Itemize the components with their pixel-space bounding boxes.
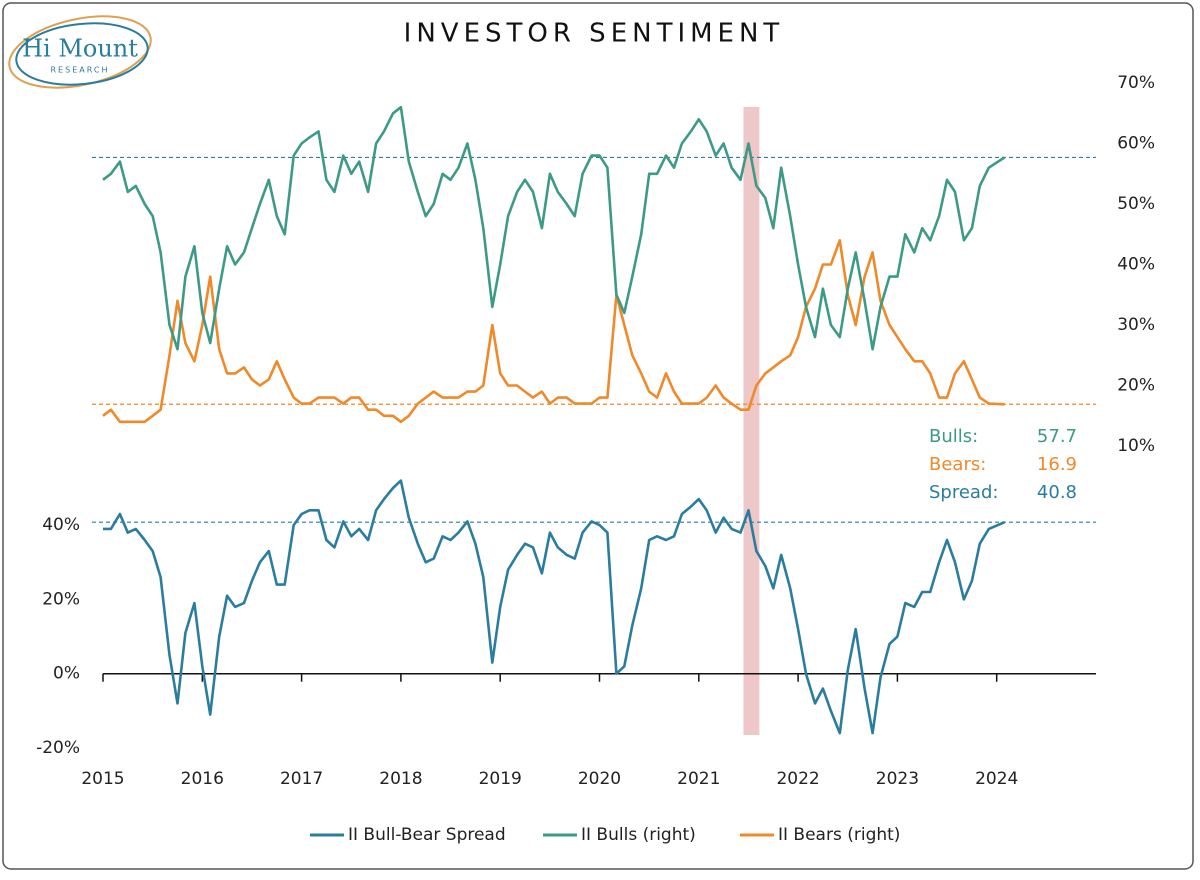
legend-label: II Bears (right) xyxy=(778,825,900,845)
logo-ring xyxy=(15,22,149,86)
y2-tick-label: 10% xyxy=(1117,436,1155,456)
annotation-value: 40.8 xyxy=(1037,482,1077,503)
y-tick-label: 40% xyxy=(42,515,80,535)
x-tick-label: 2022 xyxy=(776,769,819,789)
y-tick-label: 20% xyxy=(42,589,80,609)
annotation-label: Bulls: xyxy=(929,426,978,447)
x-tick-label: 2018 xyxy=(379,769,422,789)
series-line xyxy=(103,479,1006,735)
logo-name: Hi Mount xyxy=(22,35,138,63)
x-tick-label: 2021 xyxy=(677,769,720,789)
legend-label: II Bull-Bear Spread xyxy=(348,825,506,845)
annotation-label: Spread: xyxy=(929,482,998,503)
y-tick-label: 0% xyxy=(53,664,80,684)
y2-tick-label: 70% xyxy=(1117,73,1155,93)
x-tick-label: 2015 xyxy=(81,769,124,789)
y2-tick-label: 40% xyxy=(1117,255,1155,275)
series-line xyxy=(102,105,1006,351)
x-tick-label: 2020 xyxy=(578,769,621,789)
x-tick-label: 2017 xyxy=(280,769,323,789)
highlight-band xyxy=(743,107,760,735)
x-tick-label: 2023 xyxy=(876,769,919,789)
y2-tick-label: 60% xyxy=(1117,134,1155,154)
annotation-label: Bears: xyxy=(929,454,986,475)
y2-tick-label: 20% xyxy=(1117,376,1155,396)
y2-tick-label: 30% xyxy=(1117,315,1155,335)
annotation-value: 16.9 xyxy=(1037,454,1077,475)
y-tick-label: -20% xyxy=(36,738,80,758)
chart-title: INVESTOR SENTIMENT xyxy=(404,19,785,49)
legend-label: II Bulls (right) xyxy=(581,825,696,845)
y2-tick-label: 50% xyxy=(1117,194,1155,214)
x-tick-label: 2019 xyxy=(479,769,522,789)
x-tick-label: 2016 xyxy=(181,769,224,789)
annotation-value: 57.7 xyxy=(1037,426,1077,447)
logo: Hi Mount RESEARCH xyxy=(8,15,152,89)
logo-tagline: RESEARCH xyxy=(51,66,110,75)
frame xyxy=(2,2,1194,870)
x-tick-label: 2024 xyxy=(975,769,1018,789)
